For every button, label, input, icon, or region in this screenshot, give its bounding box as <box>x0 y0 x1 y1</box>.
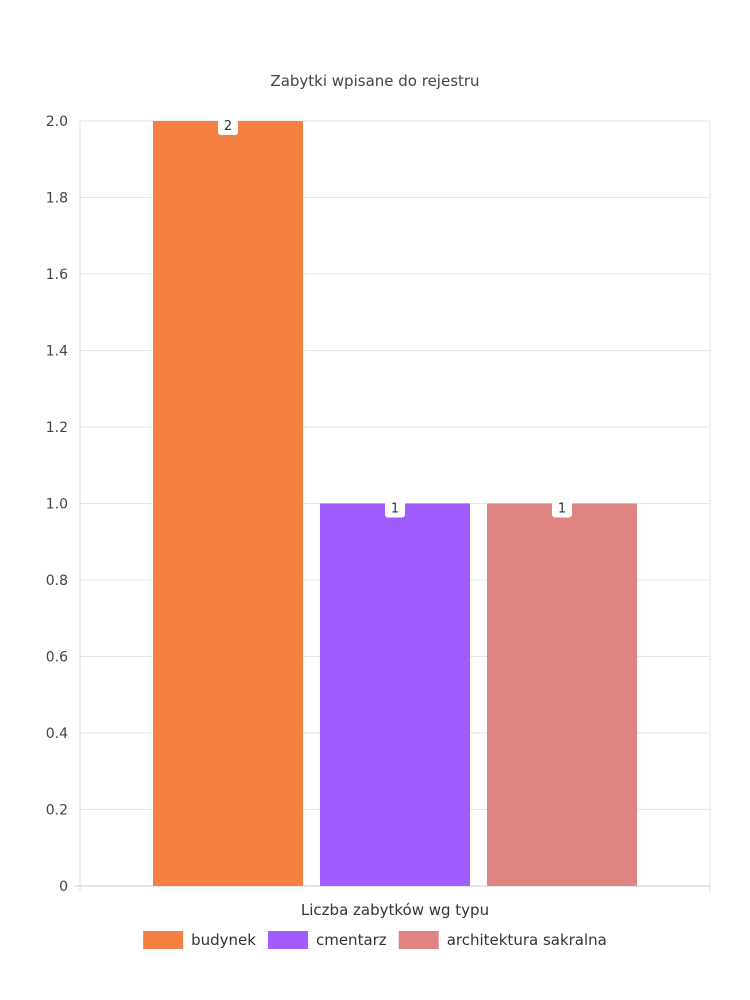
y-axis-ticks: 0 0.2 0.4 0.6 0.8 1.0 1.2 1.4 1.6 1.8 2.0 <box>46 114 68 895</box>
y-tick-label: 0.4 <box>46 726 68 742</box>
bars <box>153 121 637 886</box>
chart-title: Zabytki wpisane do rejestru <box>270 72 479 90</box>
y-tick-label: 1.2 <box>46 420 68 436</box>
legend-label: budynek <box>191 931 256 949</box>
y-tick-label: 1.8 <box>46 191 68 207</box>
data-label-badge <box>552 499 572 518</box>
y-tick-label: 1.4 <box>46 344 68 360</box>
y-tick-label: 2.0 <box>46 114 68 130</box>
legend-label: cmentarz <box>316 931 387 949</box>
legend-label: architektura sakralna <box>447 931 607 949</box>
y-tick-label: 0.6 <box>46 650 68 666</box>
y-tick-label: 0.8 <box>46 573 68 589</box>
y-tick-label: 0.2 <box>46 803 68 819</box>
bar-architektura-sakralna <box>487 503 637 886</box>
data-label-budynek: 2 <box>224 119 232 134</box>
legend-swatch-architektura-sakralna <box>398 931 439 949</box>
data-labels: 2 1 1 <box>218 117 572 518</box>
y-tick-label: 1.0 <box>46 497 68 513</box>
legend: budynek cmentarz architektura sakralna <box>143 931 607 949</box>
bar-cmentarz <box>320 503 470 886</box>
x-axis-label: Liczba zabytków wg typu <box>301 901 489 919</box>
data-label-cmentarz: 1 <box>391 502 399 517</box>
data-label-badge <box>218 117 238 135</box>
legend-swatch-cmentarz <box>267 931 308 949</box>
bar-budynek <box>153 121 303 886</box>
y-tick-label: 1.6 <box>46 267 68 283</box>
data-label-architektura-sakralna: 1 <box>558 502 566 517</box>
data-label-badge <box>385 499 405 518</box>
y-tick-label: 0 <box>59 879 68 895</box>
legend-swatch-budynek <box>143 931 184 949</box>
